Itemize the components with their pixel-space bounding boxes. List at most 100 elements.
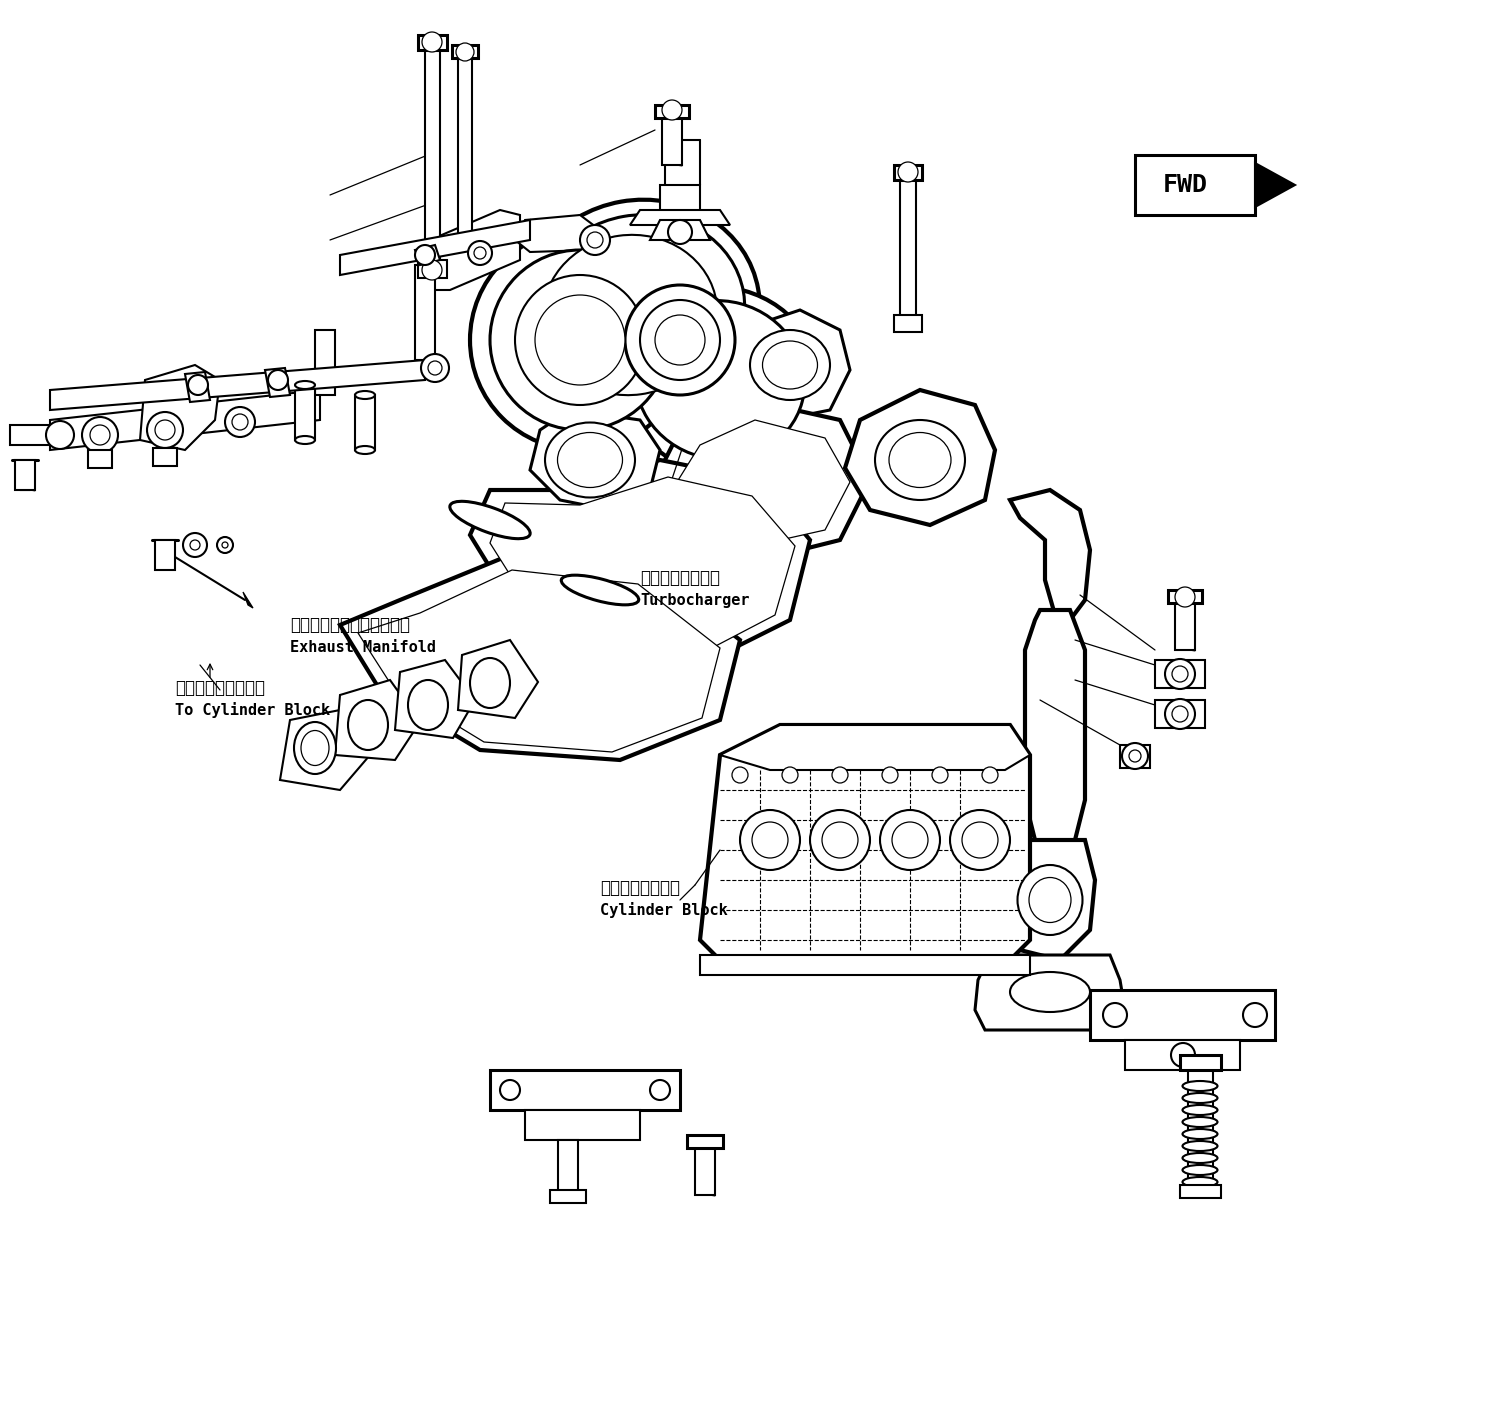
Polygon shape — [395, 659, 475, 738]
Polygon shape — [524, 1109, 640, 1140]
Polygon shape — [49, 389, 321, 450]
Circle shape — [1174, 586, 1195, 607]
Ellipse shape — [295, 381, 315, 389]
Circle shape — [1165, 659, 1195, 689]
Ellipse shape — [1182, 1129, 1218, 1139]
Ellipse shape — [348, 700, 388, 749]
Circle shape — [46, 420, 73, 449]
Circle shape — [183, 533, 207, 557]
Polygon shape — [1180, 1054, 1221, 1070]
Polygon shape — [700, 725, 1031, 960]
Polygon shape — [673, 420, 849, 546]
Text: Exhaust Manifold: Exhaust Manifold — [291, 640, 436, 655]
Polygon shape — [550, 1189, 586, 1204]
Ellipse shape — [535, 215, 745, 405]
Ellipse shape — [1029, 877, 1071, 922]
Circle shape — [983, 768, 998, 783]
Ellipse shape — [875, 420, 965, 501]
Text: シリンダブロック: シリンダブロック — [601, 879, 680, 897]
Circle shape — [740, 810, 800, 870]
Circle shape — [455, 44, 473, 60]
Polygon shape — [721, 725, 1031, 770]
Text: To Cylinder Block: To Cylinder Block — [175, 702, 330, 718]
Polygon shape — [695, 1140, 715, 1195]
Circle shape — [190, 540, 201, 550]
Circle shape — [668, 219, 692, 245]
Polygon shape — [139, 366, 220, 450]
Circle shape — [950, 810, 1010, 870]
Circle shape — [90, 425, 109, 446]
Ellipse shape — [1182, 1105, 1218, 1115]
Ellipse shape — [562, 575, 638, 605]
Ellipse shape — [449, 502, 530, 538]
Polygon shape — [15, 460, 34, 491]
Circle shape — [1129, 749, 1141, 762]
Polygon shape — [315, 330, 336, 395]
Circle shape — [500, 1080, 520, 1099]
Circle shape — [189, 375, 208, 395]
Circle shape — [232, 413, 249, 430]
Ellipse shape — [635, 301, 804, 460]
Polygon shape — [452, 45, 478, 58]
Polygon shape — [894, 165, 921, 180]
Polygon shape — [1091, 990, 1275, 1040]
Ellipse shape — [1010, 972, 1091, 1012]
Bar — [1135, 155, 1255, 215]
Circle shape — [82, 418, 118, 453]
Ellipse shape — [407, 681, 448, 730]
Polygon shape — [1255, 163, 1294, 207]
Polygon shape — [470, 460, 810, 659]
Ellipse shape — [520, 200, 759, 420]
Polygon shape — [490, 477, 795, 650]
Circle shape — [415, 245, 434, 264]
Circle shape — [1165, 699, 1195, 728]
Polygon shape — [900, 170, 915, 330]
Ellipse shape — [750, 330, 830, 399]
Circle shape — [422, 32, 442, 52]
Ellipse shape — [557, 433, 623, 488]
Polygon shape — [1168, 591, 1201, 603]
Circle shape — [470, 231, 691, 450]
Circle shape — [733, 768, 748, 783]
Ellipse shape — [301, 731, 330, 765]
Polygon shape — [662, 110, 682, 165]
Ellipse shape — [1182, 1153, 1218, 1163]
Ellipse shape — [294, 723, 336, 773]
Polygon shape — [721, 309, 849, 420]
Polygon shape — [243, 592, 253, 607]
Bar — [153, 449, 177, 465]
Ellipse shape — [355, 391, 374, 399]
Polygon shape — [1025, 610, 1085, 855]
Polygon shape — [1188, 1060, 1213, 1189]
Ellipse shape — [470, 658, 509, 709]
Polygon shape — [975, 955, 1125, 1031]
Circle shape — [962, 823, 998, 858]
Polygon shape — [490, 1070, 680, 1109]
Circle shape — [473, 247, 485, 259]
Ellipse shape — [355, 446, 374, 454]
Text: FWD: FWD — [1162, 173, 1207, 197]
Circle shape — [587, 232, 604, 247]
Circle shape — [421, 354, 449, 382]
Ellipse shape — [1182, 1166, 1218, 1175]
Circle shape — [1243, 1002, 1267, 1026]
Polygon shape — [845, 389, 995, 524]
Ellipse shape — [1182, 1092, 1218, 1102]
Circle shape — [268, 370, 288, 389]
Circle shape — [640, 299, 721, 380]
Circle shape — [217, 537, 234, 553]
Ellipse shape — [1182, 1142, 1218, 1152]
Ellipse shape — [888, 433, 951, 488]
Ellipse shape — [545, 422, 635, 498]
Polygon shape — [1121, 745, 1150, 768]
Polygon shape — [265, 368, 291, 396]
Polygon shape — [688, 1135, 724, 1149]
Circle shape — [625, 285, 736, 395]
Polygon shape — [340, 219, 530, 276]
Polygon shape — [355, 395, 374, 450]
Polygon shape — [418, 35, 446, 51]
Polygon shape — [415, 264, 434, 360]
Text: Cylinder Block: Cylinder Block — [601, 903, 728, 918]
Ellipse shape — [542, 235, 718, 395]
Circle shape — [650, 1080, 670, 1099]
